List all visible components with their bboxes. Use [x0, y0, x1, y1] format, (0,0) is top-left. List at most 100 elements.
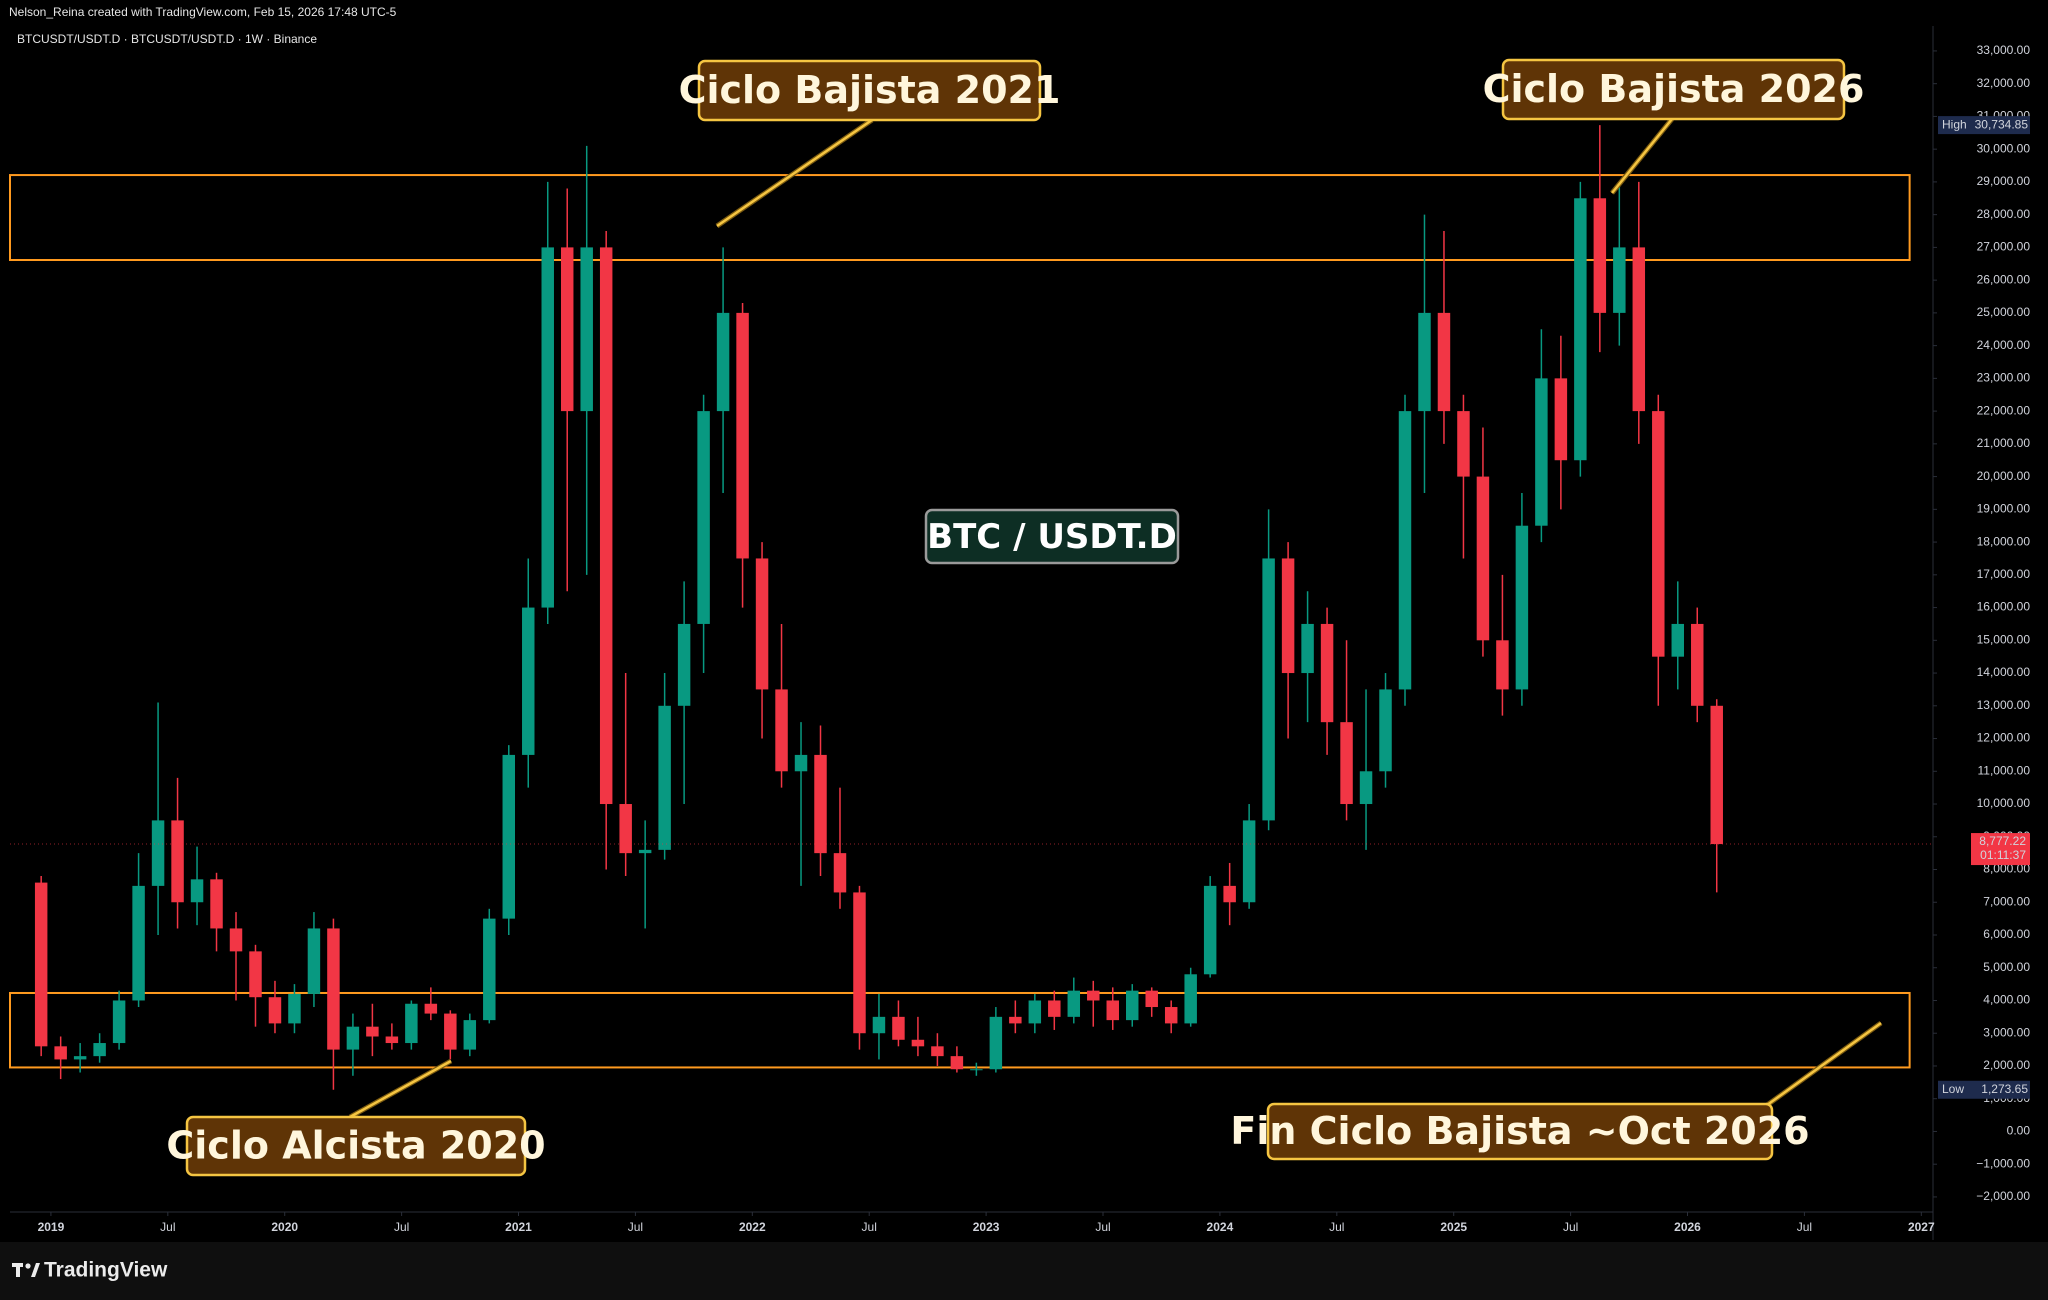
candle-body [268, 997, 282, 1024]
candle-body [327, 928, 340, 1050]
x-tick-label: 2025 [1440, 1220, 1467, 1234]
annotation-arrow [716, 118, 873, 228]
y-tick-label: 22,000.00 [1977, 403, 2031, 417]
candle-body [1652, 411, 1665, 657]
candle-body [1242, 820, 1256, 903]
candle-body [1281, 558, 1295, 674]
candle-body [1671, 623, 1685, 657]
candle-body [1554, 378, 1568, 461]
candle-body [1437, 312, 1451, 412]
candle-body [677, 623, 691, 706]
candle-body [1457, 411, 1470, 477]
candle-body [560, 247, 574, 412]
y-tick-label: 30,000.00 [1977, 141, 2031, 155]
candle-body [1145, 990, 1158, 1008]
y-tick-label: 29,000.00 [1977, 174, 2031, 188]
x-tick-label: 2024 [1207, 1220, 1234, 1234]
candle-body [1613, 247, 1626, 313]
y-tick-label: 8,000.00 [1983, 862, 2030, 876]
symbol-line: BTCUSDT/USDT.D · BTCUSDT/USDT.D · 1W · B… [17, 32, 317, 46]
candle-body [658, 705, 671, 850]
x-tick-label: Jul [628, 1220, 643, 1234]
candle-body [1048, 1000, 1061, 1017]
y-tick-label: 6,000.00 [1983, 927, 2030, 941]
x-tick-label: 2027 [1908, 1220, 1935, 1234]
candle-body [54, 1046, 67, 1060]
candle-body [1301, 623, 1314, 674]
candle-body [1184, 974, 1197, 1024]
candle-body [483, 918, 496, 1021]
candle-body [697, 411, 710, 624]
candle-body [1028, 1000, 1042, 1024]
candle-body [989, 1016, 1003, 1070]
candle-body [541, 247, 554, 608]
x-tick-label: Jul [862, 1220, 877, 1234]
y-tick-label: 13,000.00 [1977, 698, 2031, 712]
candle-body [424, 1003, 438, 1014]
candle-body [34, 882, 48, 1047]
candle-body [1574, 198, 1587, 461]
candle-body [1398, 411, 1412, 690]
annotation-arrow [1611, 118, 1673, 194]
annotation-arrow [349, 1059, 452, 1119]
candle-body [346, 1026, 360, 1050]
y-tick-label: 15,000.00 [1977, 632, 2031, 646]
candle-body [970, 1069, 983, 1071]
annotation-text: BTC / USDT.D [927, 517, 1177, 557]
x-tick-label: 2021 [505, 1220, 532, 1234]
candle-body [307, 928, 321, 994]
candle-body [1593, 198, 1607, 313]
annotation-box [1266, 1102, 1774, 1161]
y-tick-label: 2,000.00 [1983, 1058, 2030, 1072]
candle-body [151, 820, 165, 886]
candle-body [814, 754, 827, 854]
candle-body [93, 1043, 106, 1057]
candle-body [1320, 623, 1334, 723]
candle-body [794, 754, 808, 772]
candle-body [1106, 1000, 1119, 1021]
y-tick-label: 32,000.00 [1977, 76, 2031, 90]
x-tick-label: Jul [160, 1220, 175, 1234]
candle-body [931, 1046, 944, 1057]
candle-body [288, 993, 301, 1024]
candle-body [366, 1026, 379, 1037]
y-tick-label: 23,000.00 [1977, 371, 2031, 385]
annotation-box [1501, 58, 1846, 121]
annotation-text: Ciclo Alcista 2020 [166, 1124, 545, 1168]
candle-body [872, 1016, 886, 1034]
candle-body [716, 312, 730, 412]
y-tick-label: 12,000.00 [1977, 731, 2031, 745]
annotation-box [185, 1115, 527, 1177]
y-tick-label: 5,000.00 [1983, 960, 2030, 974]
logo-part [16, 1263, 20, 1277]
candle-body [911, 1039, 925, 1047]
candle-body [1379, 689, 1392, 772]
candle-body [1691, 623, 1704, 706]
marker-label: High [1942, 117, 1967, 131]
candle-body [1515, 525, 1529, 690]
y-tick-label: 0.00 [2007, 1124, 2031, 1138]
candle-body [1262, 558, 1275, 821]
y-tick-label: 26,000.00 [1977, 272, 2031, 286]
candle-body [1710, 705, 1723, 845]
x-tick-label: Jul [1095, 1220, 1110, 1234]
countdown-label: 01:11:37 [1980, 848, 2026, 862]
y-tick-label: 11,000.00 [1978, 763, 2031, 777]
candle-body [249, 951, 262, 998]
brand-logo: TradingView [12, 1259, 168, 1282]
x-tick-label: Jul [1329, 1220, 1344, 1234]
candle-body [1535, 378, 1548, 526]
y-tick-label: 20,000.00 [1977, 469, 2031, 483]
annotation-arrow [1762, 1021, 1882, 1110]
candle-body [1009, 1016, 1022, 1024]
y-tick-label: 7,000.00 [1983, 894, 2030, 908]
logo-part [25, 1263, 31, 1269]
annotation-box [697, 59, 1042, 122]
candle-body [502, 754, 516, 919]
candle-body [619, 804, 632, 854]
last-price-box [1971, 833, 2030, 866]
candle-body [950, 1056, 964, 1070]
candle-body [599, 247, 613, 805]
y-tick-label: 3,000.00 [1983, 1025, 2030, 1039]
